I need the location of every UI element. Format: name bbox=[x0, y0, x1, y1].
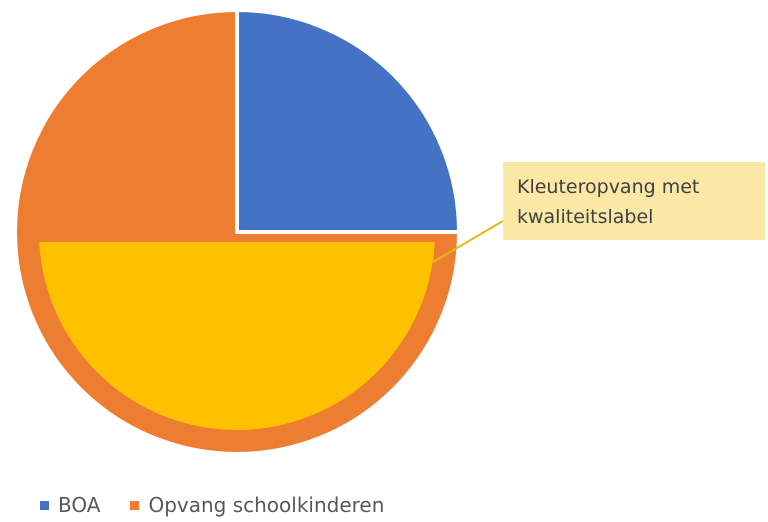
legend-swatch-opvang bbox=[130, 500, 140, 510]
pie-subarea-kleuteropvang bbox=[39, 242, 435, 431]
callout-label: Kleuteropvang met kwaliteitslabel bbox=[503, 162, 765, 240]
legend-label-opvang: Opvang schoolkinderen bbox=[148, 493, 385, 517]
pie-slice-boa bbox=[235, 8, 461, 234]
callout-leader-line bbox=[432, 220, 504, 263]
legend-swatch-boa bbox=[40, 500, 49, 510]
legend-label-boa: BOA bbox=[58, 493, 101, 517]
legend-item-boa: BOA bbox=[40, 493, 100, 517]
legend: BOA Opvang schoolkinderen bbox=[40, 492, 414, 518]
legend-item-opvang: Opvang schoolkinderen bbox=[130, 493, 384, 517]
